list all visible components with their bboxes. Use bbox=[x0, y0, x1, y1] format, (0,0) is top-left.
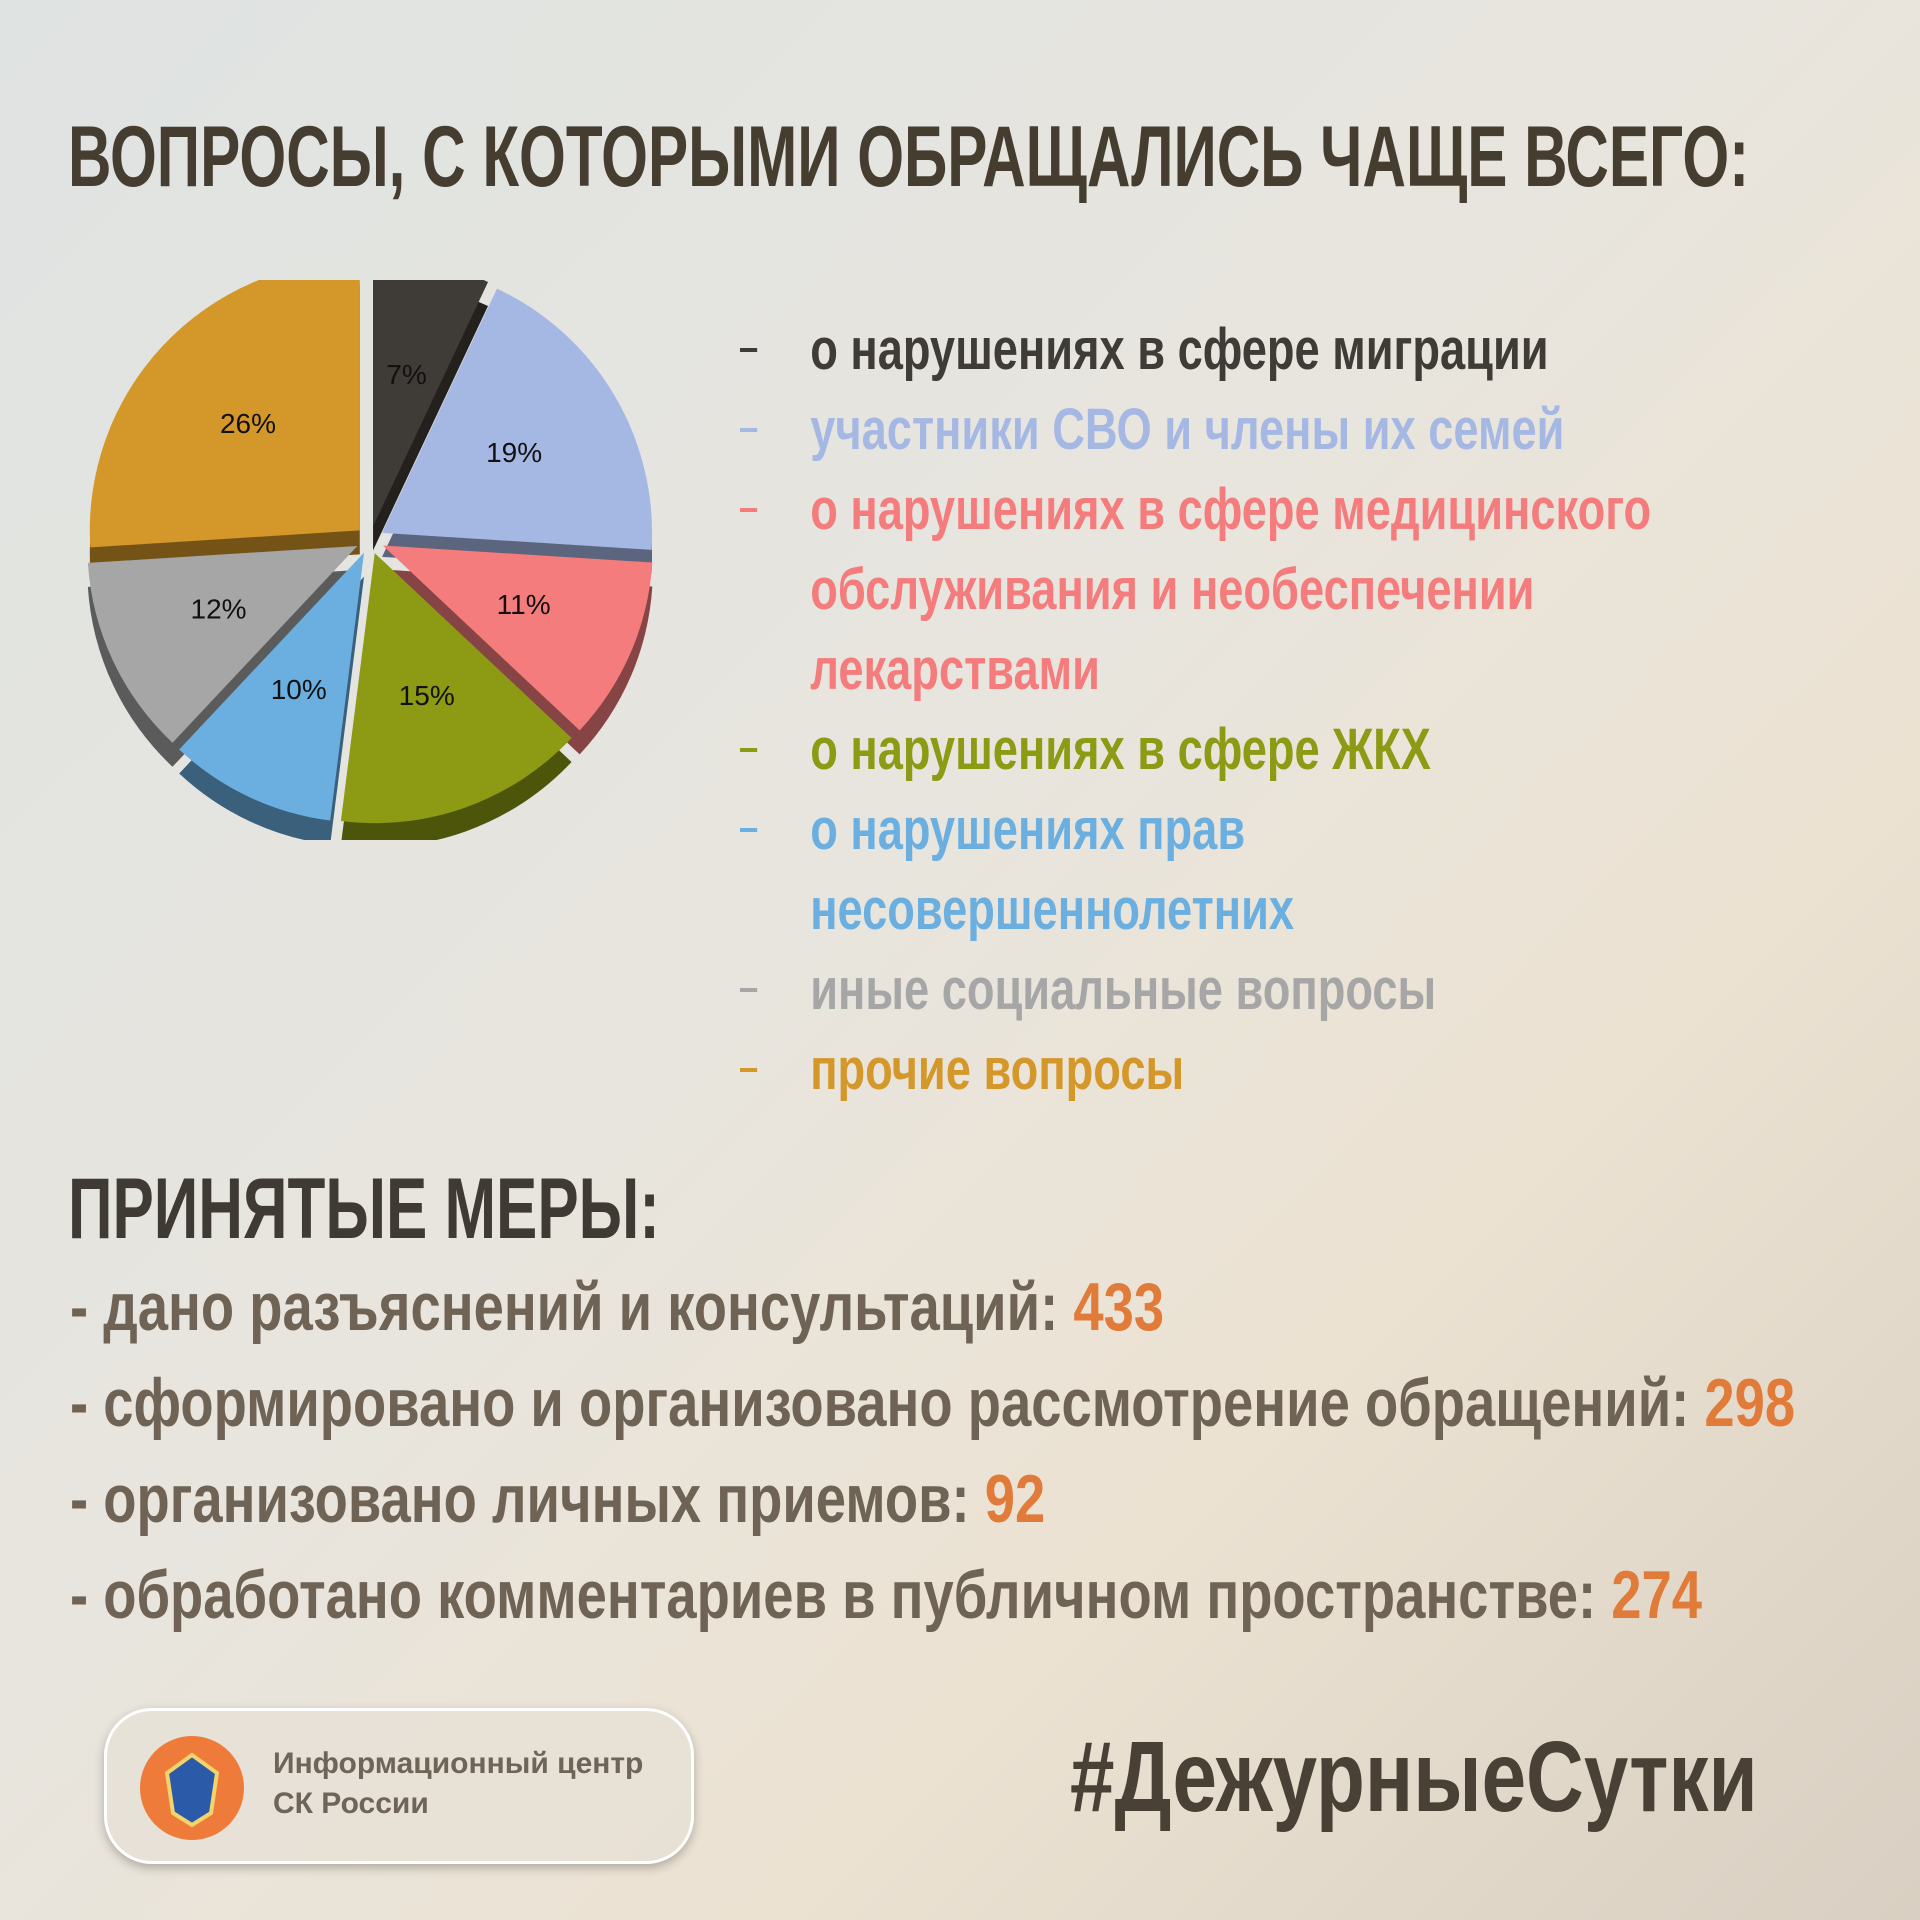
measure-label: - организовано личных приемов: bbox=[70, 1461, 970, 1537]
slice-label: 12% bbox=[191, 594, 247, 625]
measure-value: 433 bbox=[1073, 1269, 1165, 1345]
legend-dash bbox=[740, 428, 758, 432]
slice-label: 7% bbox=[386, 359, 426, 390]
slice-label: 10% bbox=[271, 674, 327, 705]
slice bbox=[382, 288, 653, 550]
measure-row: - дано разъяснений и консультаций: 433 bbox=[70, 1268, 1164, 1346]
slice-label: 15% bbox=[399, 680, 455, 711]
slice bbox=[340, 553, 572, 824]
legend-item: о нарушениях в сфере миграции bbox=[740, 310, 1707, 390]
legend-item: участники СВО и члены их семей bbox=[740, 390, 1707, 470]
logo-emblem bbox=[140, 1736, 244, 1840]
measure-value: 298 bbox=[1704, 1365, 1796, 1441]
legend-item: прочие вопросы bbox=[740, 1030, 1707, 1110]
slice-label: 11% bbox=[497, 589, 551, 620]
slice-label: 26% bbox=[220, 408, 276, 439]
legend-item: о нарушениях прав несовершеннолетних bbox=[740, 790, 1707, 950]
measure-value: 92 bbox=[984, 1461, 1046, 1537]
logo-box: Информационный центр СК России bbox=[104, 1708, 694, 1864]
legend-dash bbox=[740, 508, 758, 512]
measure-row: - обработано комментариев в публичном пр… bbox=[70, 1556, 1702, 1634]
logo-text: СК России bbox=[273, 1787, 429, 1820]
logo-text: Информационный центр bbox=[273, 1747, 644, 1780]
measure-row: - организовано личных приемов: 92 bbox=[70, 1460, 1045, 1538]
slice bbox=[373, 280, 489, 527]
pie-chart: 7% 19% 11% 15% 10% 12% 26% bbox=[87, 280, 653, 840]
measure-value: 274 bbox=[1611, 1557, 1703, 1633]
legend-dash bbox=[740, 348, 758, 352]
legend-dash bbox=[740, 828, 758, 832]
legend-dash bbox=[740, 988, 758, 992]
measure-label: - сформировано и организовано рассмотрен… bbox=[70, 1365, 1690, 1441]
legend-dash bbox=[740, 1068, 758, 1072]
legend: о нарушениях в сфере миграции участники С… bbox=[740, 310, 1890, 1110]
slice bbox=[87, 545, 358, 743]
slice bbox=[382, 545, 653, 731]
legend-item: о нарушениях в сфере медицинского обслуж… bbox=[740, 470, 1707, 710]
slice-label: 19% bbox=[486, 437, 542, 468]
legend-item: о нарушениях в сфере ЖКХ bbox=[740, 710, 1707, 790]
legend-dash bbox=[740, 748, 758, 752]
measure-row: - сформировано и организовано рассмотрен… bbox=[70, 1364, 1795, 1442]
title: ВОПРОСЫ, С КОТОРЫМИ ОБРАЩАЛИСЬ ЧАЩЕ ВСЕГ… bbox=[68, 109, 1750, 205]
hashtag: #ДежурныеСутки bbox=[1070, 1721, 1758, 1833]
legend-item: иные социальные вопросы bbox=[740, 950, 1707, 1030]
measures-title: ПРИНЯТЫЕ МЕРЫ: bbox=[68, 1161, 660, 1257]
measure-label: - дано разъяснений и консультаций: bbox=[70, 1269, 1059, 1345]
measure-label: - обработано комментариев в публичном пр… bbox=[70, 1557, 1597, 1633]
slice bbox=[179, 552, 365, 821]
slice bbox=[89, 280, 360, 548]
